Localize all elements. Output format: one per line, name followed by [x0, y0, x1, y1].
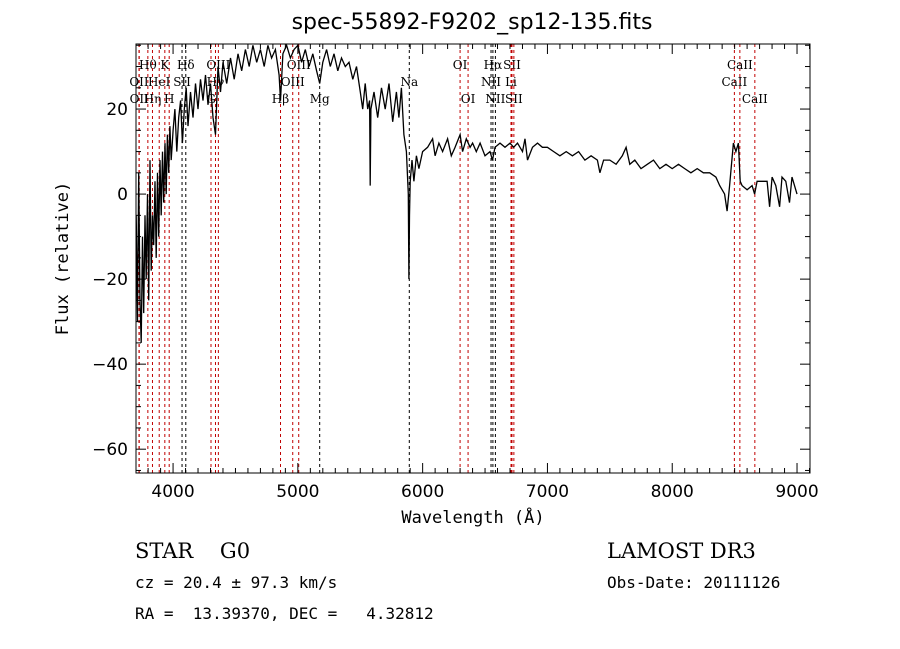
- line-label: Mg: [310, 92, 330, 106]
- x-tick-label: 7000: [526, 482, 569, 502]
- y-tick-label: −20: [92, 270, 128, 290]
- line-label: NII: [481, 75, 501, 89]
- line-label: NII: [485, 92, 505, 106]
- object-class: STAR G0: [135, 539, 251, 563]
- line-label: SII: [503, 58, 521, 72]
- line-label: Na: [400, 75, 418, 89]
- plot-frame: [135, 43, 811, 474]
- line-label: Hδ: [177, 58, 195, 72]
- line-label: OIII: [281, 75, 305, 89]
- y-tick-label: −40: [92, 355, 128, 375]
- line-label: CaII: [742, 92, 768, 106]
- x-tick-label: 6000: [401, 482, 444, 502]
- x-tick-label: 4000: [151, 482, 194, 502]
- line-label: CaII: [721, 75, 747, 89]
- line-label: Li: [505, 75, 517, 89]
- line-label: CaII: [727, 58, 753, 72]
- x-tick-label: 5000: [276, 482, 319, 502]
- line-label: Hη: [144, 92, 162, 106]
- line-label: OIII: [287, 58, 311, 72]
- x-tick-label: 8000: [651, 482, 694, 502]
- line-label: OI: [461, 92, 476, 106]
- chart-title: spec-55892-F9202_sp12-135.fits: [291, 10, 653, 35]
- coordinates-info: RA = 13.39370, DEC = 4.32812: [135, 604, 434, 623]
- line-label: OII: [130, 92, 150, 106]
- line-label: SII: [505, 92, 523, 106]
- survey-name: LAMOST DR3: [607, 539, 756, 563]
- spectrum-line: [136, 44, 798, 343]
- line-label: K: [160, 58, 170, 72]
- obs-date: Obs-Date: 20111126: [607, 573, 781, 592]
- y-tick-label: −60: [92, 440, 128, 460]
- line-label: HeI: [148, 75, 171, 89]
- y-tick-label: 20: [106, 100, 128, 120]
- line-label: H: [164, 92, 174, 106]
- line-label: OI: [453, 58, 468, 72]
- line-label: Hα: [484, 58, 503, 72]
- y-axis-label: Flux (relative): [53, 182, 73, 336]
- redshift-info: cz = 20.4 ± 97.3 km/s: [135, 573, 338, 592]
- y-tick-label: 0: [117, 185, 128, 205]
- x-axis-label: Wavelength (Å): [401, 506, 544, 528]
- line-label: SII: [173, 75, 191, 89]
- x-tick-label: 9000: [775, 482, 818, 502]
- line-label: Hθ: [139, 58, 157, 72]
